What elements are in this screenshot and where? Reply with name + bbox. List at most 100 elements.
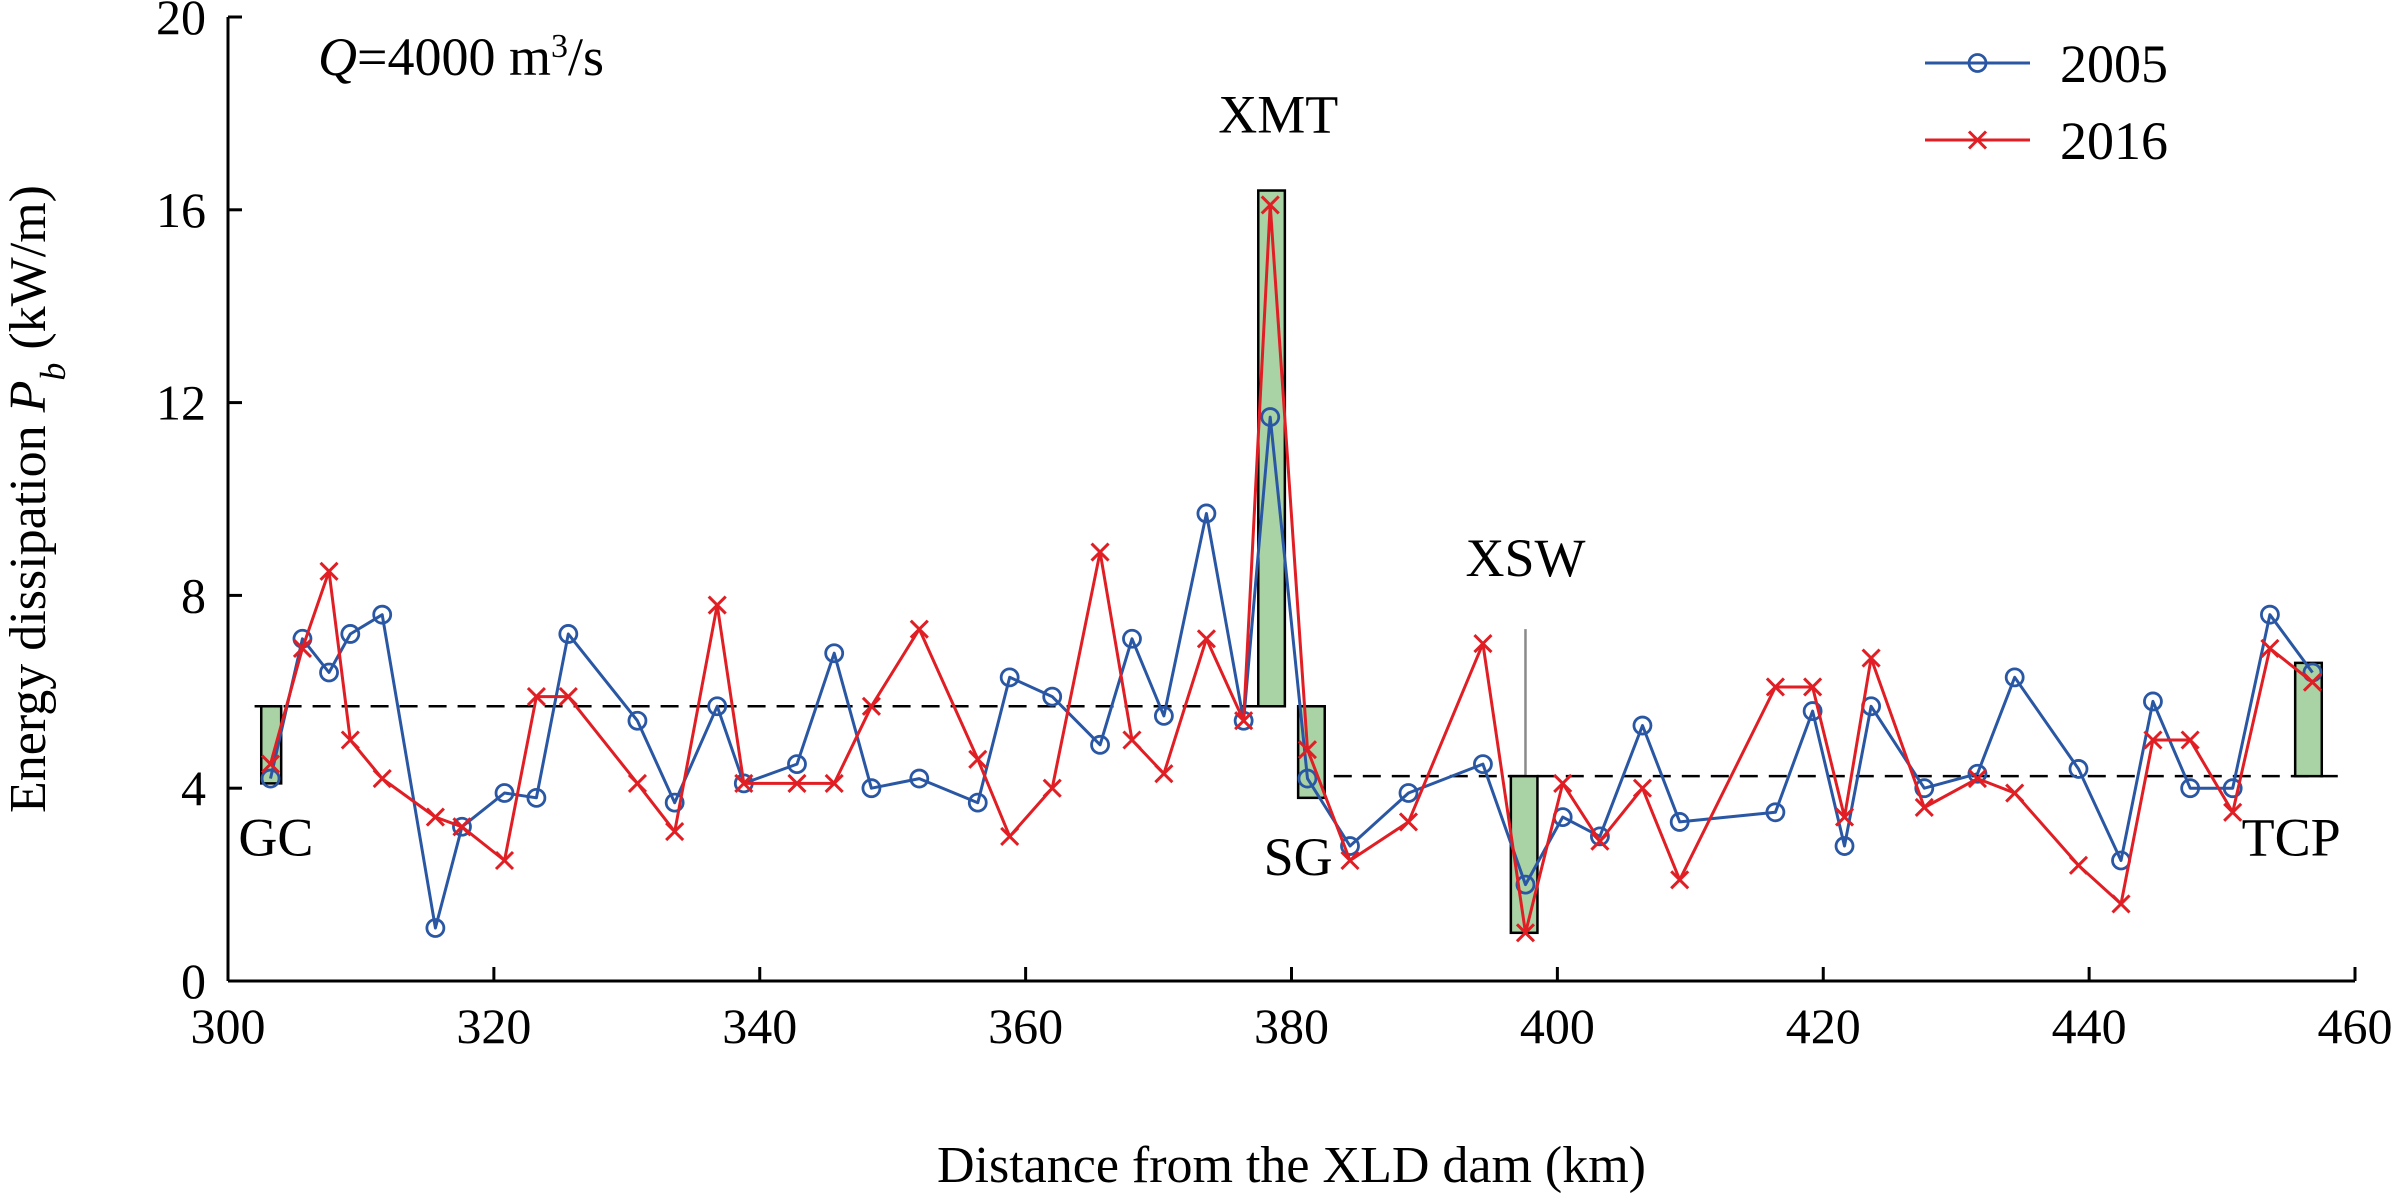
y-tick-label: 8 (181, 567, 206, 623)
x-tick-label: 360 (988, 998, 1063, 1054)
data-point-stroke (909, 619, 929, 639)
data-point-stroke (1765, 677, 1785, 697)
data-point-2005 (372, 604, 393, 625)
discharge-symbol: Q (318, 27, 357, 87)
data-point-2005 (1669, 812, 1690, 832)
data-point-2016 (787, 773, 807, 793)
y-tick-label: 12 (156, 375, 206, 431)
x-tick-label: 440 (2052, 998, 2127, 1054)
x-tick-label: 460 (2318, 998, 2393, 1054)
data-point-2005 (1042, 686, 1063, 707)
data-point-2005 (1590, 826, 1610, 847)
data-point-stroke (1967, 768, 1988, 789)
data-point-stroke (2260, 638, 2280, 658)
data-point-2005 (1473, 754, 1493, 774)
data-point-2016 (707, 595, 727, 615)
data-point-stroke (1000, 826, 1020, 846)
data-point-stroke (861, 696, 881, 716)
data-point-2016 (1000, 826, 1020, 846)
data-point-stroke (1590, 831, 1610, 851)
data-point-2005 (425, 918, 446, 938)
data-point-2005 (1765, 802, 1786, 823)
data-point-2016 (1861, 648, 1881, 668)
data-point-stroke (1122, 730, 1142, 750)
data-point-2005 (2068, 759, 2089, 779)
data-point-stroke (824, 773, 844, 793)
data-point-2016 (1765, 677, 1785, 697)
annotation-xsw: XSW (1465, 528, 1585, 588)
data-point-2016 (1196, 629, 1216, 649)
x-tick-label: 400 (1520, 998, 1595, 1054)
data-point-2005 (494, 783, 515, 803)
discharge-value: =4000 m (357, 27, 551, 87)
plot-area: GC XMT XSW SG TCP (238, 85, 2342, 943)
y-axis-title-unit: (kW/m) (0, 185, 57, 363)
data-point-2005 (967, 792, 988, 813)
data-point-stroke (526, 687, 546, 707)
data-point-2005 (1196, 503, 1217, 524)
data-point-2016 (1234, 711, 1254, 731)
data-point-2005 (1297, 768, 1318, 789)
data-point-2016 (425, 807, 445, 827)
data-point-2005 (1153, 706, 1174, 726)
data-point-2005 (999, 667, 1020, 688)
data-point-stroke (665, 822, 685, 842)
data-point-stroke (1914, 797, 1934, 818)
data-point-2016 (1590, 831, 1610, 851)
data-point-stroke (425, 807, 445, 827)
data-point-2016 (824, 773, 844, 793)
data-point-stroke (558, 687, 578, 707)
y-axis-title-subscript: b (33, 363, 73, 381)
data-point-2005 (2004, 667, 2025, 688)
y-tick-label: 0 (181, 953, 206, 1009)
data-point-stroke (1260, 195, 1280, 215)
data-point-stroke (968, 749, 988, 769)
data-point-stroke (319, 561, 339, 581)
data-point-2016 (372, 768, 392, 789)
data-point-stroke (1297, 740, 1318, 760)
data-point-stroke (452, 817, 472, 837)
data-point-stroke (787, 773, 807, 793)
data-point-2016 (1553, 773, 1573, 793)
data-point-2005 (2180, 778, 2201, 799)
data-point-2016 (319, 561, 339, 581)
y-axis-title-main: Energy dissipation (0, 412, 57, 813)
data-point-2005 (627, 710, 648, 731)
data-point-2016 (1515, 923, 1536, 943)
y-tick-label: 16 (156, 182, 206, 238)
data-point-2016 (909, 619, 929, 639)
highlight-bar-gc (259, 705, 283, 785)
discharge-unit-tail: /s (568, 27, 604, 87)
data-point-stroke (2111, 894, 2131, 914)
legend-marker-stroke (1967, 130, 1988, 150)
data-point-2016 (1154, 764, 1174, 784)
data-point-2005 (1090, 734, 1110, 755)
data-point-stroke (2223, 802, 2243, 822)
data-point-2016 (340, 730, 360, 750)
data-point-stroke (292, 638, 313, 658)
data-point-stroke (707, 595, 727, 615)
data-point-2016 (1670, 870, 1690, 890)
x-tick-label: 380 (1254, 998, 1329, 1054)
data-point-2016 (1042, 778, 1062, 798)
data-point-stroke (2143, 730, 2163, 750)
data-point-2016 (2302, 672, 2323, 692)
legend-marker-2005 (1967, 53, 1988, 73)
data-point-stroke (1803, 677, 1823, 697)
data-point-2016 (665, 822, 685, 842)
data-point-2016 (2111, 894, 2131, 914)
data-point-stroke (372, 768, 392, 789)
data-point-2016 (1914, 797, 1934, 818)
data-point-2016 (2180, 730, 2200, 750)
data-point-2016 (968, 749, 988, 769)
data-point-2016 (2223, 802, 2243, 822)
legend: 2005 2016 (1925, 34, 2168, 171)
x-tick-label: 340 (722, 998, 797, 1054)
data-point-2016 (1632, 778, 1653, 798)
data-point-2016 (452, 817, 472, 837)
data-point-2016 (1967, 768, 1988, 789)
data-point-2005 (1914, 778, 1935, 799)
y-tick-label: 20 (156, 0, 206, 45)
data-point-2005 (1802, 701, 1823, 721)
